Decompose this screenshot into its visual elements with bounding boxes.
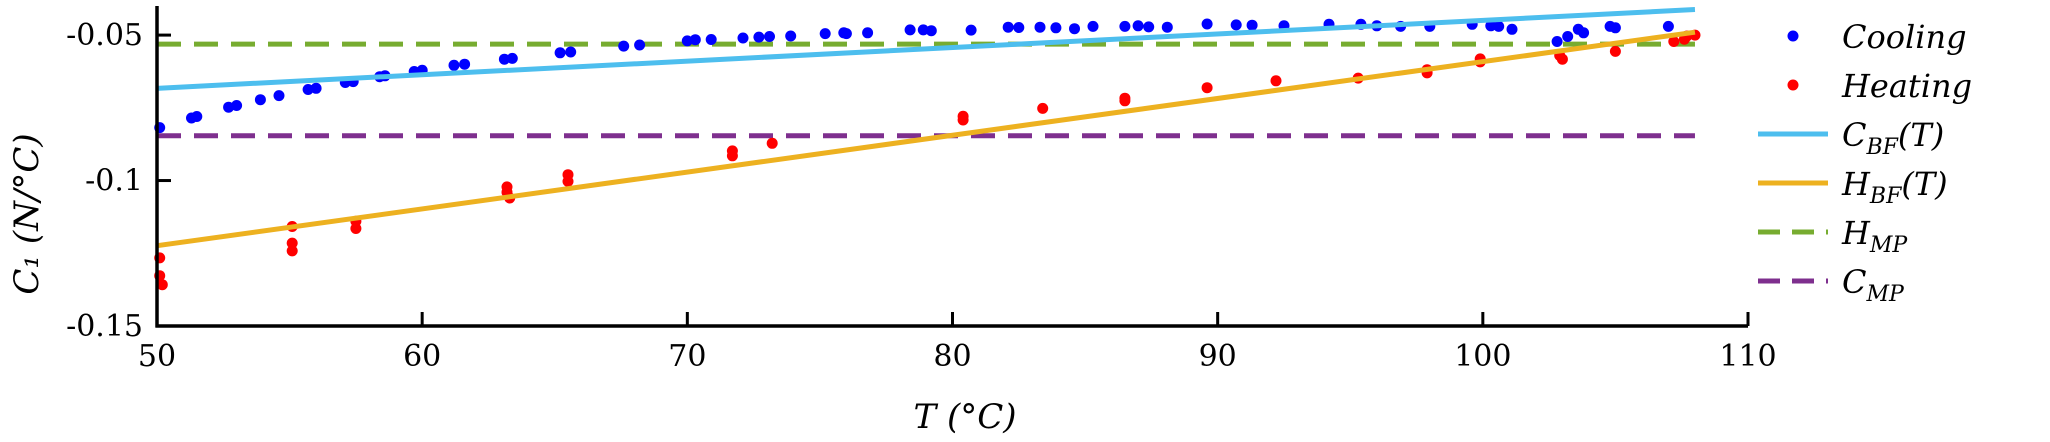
- legend-label-3: HBF(T): [1841, 165, 1948, 209]
- point-cooling-66: [1609, 22, 1621, 34]
- point-cooling-35: [917, 24, 929, 36]
- point-cooling-46: [1143, 21, 1155, 33]
- point-cooling-17: [498, 53, 510, 65]
- point-heating-20: [1119, 95, 1131, 107]
- x-tick-label-110: 110: [1719, 339, 1776, 374]
- legend-marker-1: [1787, 79, 1799, 91]
- point-cooling-20: [565, 46, 577, 58]
- legend-item-2: CBF(T): [1758, 116, 1944, 160]
- point-heating-2: [156, 279, 168, 291]
- x-tick-label-50: 50: [138, 339, 176, 374]
- legend-label-5: CMP: [1842, 263, 1905, 307]
- legend-item-1: Heating: [1787, 67, 1972, 105]
- point-cooling-42: [1069, 23, 1080, 35]
- point-heating-18: [1037, 102, 1049, 114]
- y-tick-label--0.1: -0.1: [85, 164, 143, 199]
- point-heating-12: [562, 175, 574, 187]
- point-cooling-32: [840, 28, 852, 40]
- point-heating-22: [1270, 75, 1282, 87]
- point-cooling-47: [1161, 21, 1173, 33]
- series-heating: [154, 29, 1701, 291]
- legend-item-0: Cooling: [1787, 18, 1967, 56]
- point-heating-29: [1556, 53, 1568, 65]
- point-cooling-22: [634, 39, 646, 51]
- point-heating-5: [286, 245, 298, 257]
- point-cooling-59: [1493, 20, 1505, 32]
- point-cooling-28: [764, 31, 775, 42]
- point-cooling-36: [925, 25, 937, 37]
- point-cooling-4: [231, 100, 243, 111]
- point-cooling-27: [753, 31, 765, 43]
- line-c-bf-t: [156, 6, 1696, 91]
- point-cooling-18: [506, 52, 518, 64]
- legend-label-4: HMP: [1841, 214, 1908, 258]
- point-cooling-16: [459, 58, 471, 70]
- point-heating-21: [1201, 82, 1213, 94]
- x-tick-label-100: 100: [1454, 339, 1511, 374]
- point-cooling-25: [705, 34, 717, 45]
- legend-label-1: Heating: [1841, 67, 1972, 105]
- point-cooling-61: [1551, 36, 1563, 47]
- line-h-bf-t: [156, 29, 1696, 249]
- x-tick-label-60: 60: [403, 339, 441, 374]
- point-cooling-50: [1246, 19, 1258, 31]
- point-cooling-24: [689, 34, 701, 46]
- plot-layer: [154, 6, 1701, 291]
- point-cooling-43: [1087, 20, 1099, 32]
- legend-label-0: Cooling: [1842, 18, 1967, 56]
- point-cooling-21: [618, 40, 630, 52]
- point-cooling-37: [965, 24, 977, 36]
- point-cooling-33: [862, 27, 874, 39]
- point-heating-7: [350, 223, 362, 234]
- point-cooling-6: [273, 90, 285, 102]
- legend: Cooling Heating CBF(T) HBF(T) HMP CMP: [1758, 18, 1972, 307]
- legend-item-4: HMP: [1758, 214, 1908, 258]
- point-cooling-62: [1562, 31, 1574, 42]
- point-cooling-8: [310, 82, 322, 94]
- point-cooling-40: [1034, 21, 1046, 33]
- series-cooling: [154, 18, 1674, 134]
- point-heating-14: [726, 150, 738, 162]
- point-cooling-38: [1002, 21, 1014, 33]
- x-tick-label-90: 90: [1199, 339, 1237, 374]
- point-heating-15: [766, 137, 778, 149]
- legend-label-2: CBF(T): [1842, 116, 1944, 160]
- y-tick-label--0.05: -0.05: [66, 18, 143, 53]
- point-cooling-60: [1506, 23, 1518, 35]
- x-tick-label-80: 80: [933, 339, 971, 374]
- point-cooling-67: [1662, 20, 1674, 32]
- point-cooling-34: [904, 24, 916, 36]
- point-cooling-39: [1013, 22, 1025, 33]
- point-heating-17: [957, 114, 969, 126]
- legend-marker-0: [1787, 30, 1799, 42]
- point-cooling-45: [1132, 20, 1144, 32]
- x-axis-label: T (°C): [913, 397, 1016, 437]
- point-cooling-26: [737, 32, 749, 44]
- point-cooling-30: [819, 28, 831, 40]
- axes: [155, 6, 1750, 328]
- point-cooling-49: [1230, 19, 1242, 31]
- point-heating-31: [1668, 36, 1680, 47]
- point-cooling-19: [554, 47, 566, 59]
- point-cooling-15: [448, 59, 460, 71]
- y-tick-label--0.15: -0.15: [66, 309, 143, 344]
- legend-item-5: CMP: [1758, 263, 1905, 307]
- point-cooling-2: [191, 111, 203, 122]
- point-heating-4: [286, 237, 298, 249]
- point-cooling-41: [1050, 22, 1062, 34]
- tick-labels: 50 60 70 80 90 100 110 -0.05 -0.1 -0.15: [66, 18, 1777, 374]
- point-cooling-64: [1578, 27, 1590, 39]
- point-cooling-58: [1485, 20, 1497, 32]
- point-cooling-48: [1201, 18, 1213, 30]
- point-cooling-5: [254, 94, 266, 106]
- point-cooling-29: [785, 30, 797, 42]
- x-tick-label-70: 70: [668, 339, 706, 374]
- point-cooling-44: [1119, 20, 1131, 32]
- y-axis-label: C₁ (N/°C): [7, 133, 47, 294]
- legend-item-3: HBF(T): [1758, 165, 1948, 209]
- point-heating-30: [1609, 45, 1621, 57]
